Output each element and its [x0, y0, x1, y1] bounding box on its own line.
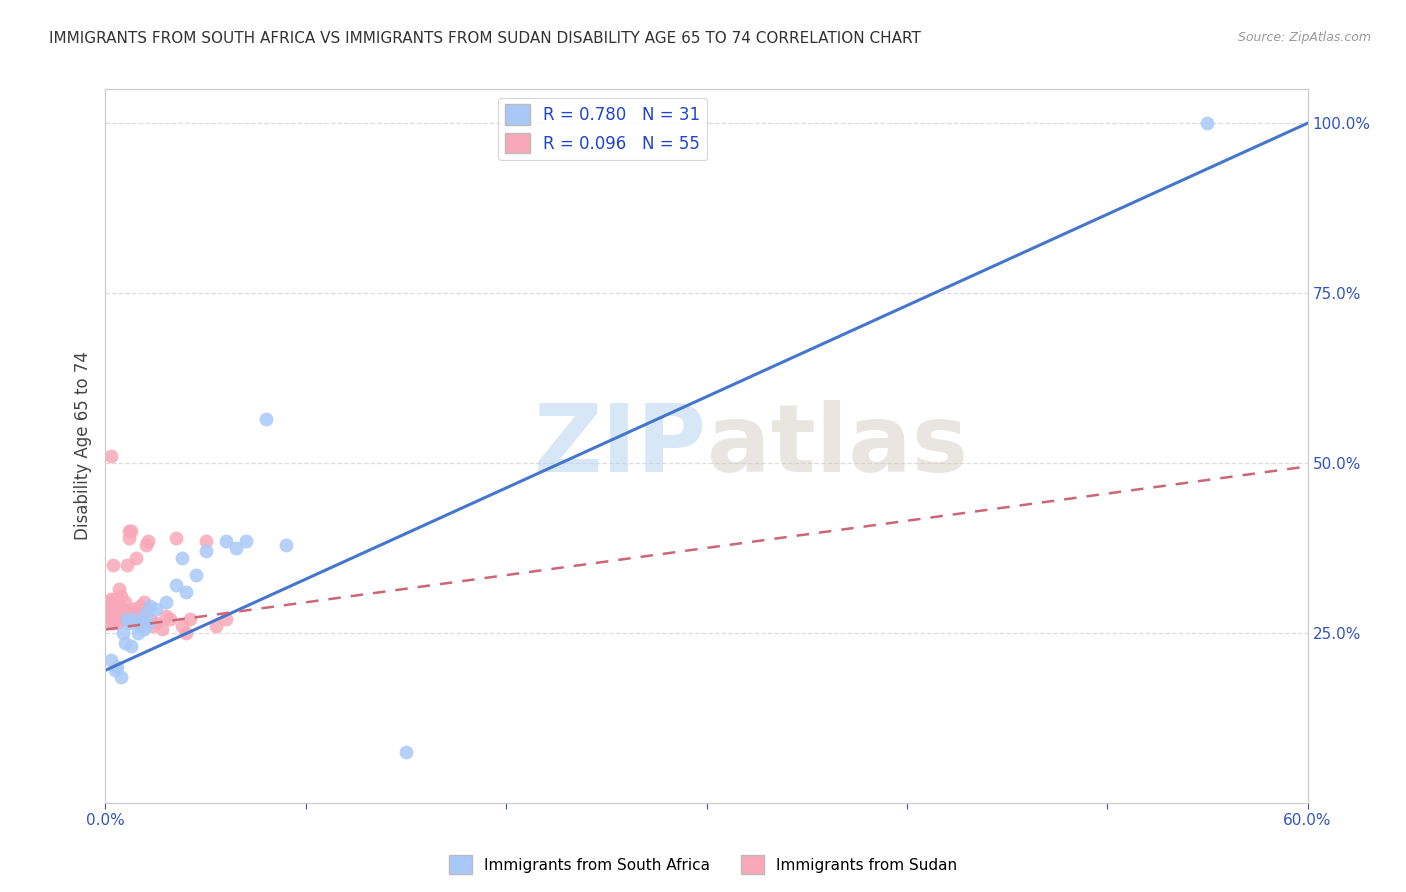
- Point: [122, 602, 145, 616]
- Point: [107, 606, 129, 620]
- Point: [121, 524, 143, 538]
- Point: [107, 591, 129, 606]
- Point: [117, 606, 139, 620]
- Point: [135, 602, 157, 616]
- Point: [128, 599, 150, 613]
- Point: [165, 531, 187, 545]
- Point: [100, 449, 122, 463]
- Point: [98, 612, 121, 626]
- Point: [118, 615, 141, 630]
- Point: [104, 602, 127, 616]
- Text: atlas: atlas: [707, 400, 967, 492]
- Point: [112, 626, 135, 640]
- Point: [104, 591, 127, 606]
- Point: [127, 626, 149, 640]
- Point: [104, 663, 127, 677]
- Point: [194, 534, 217, 549]
- Point: [127, 602, 149, 616]
- Point: [103, 558, 125, 572]
- Point: [194, 544, 217, 558]
- Point: [98, 602, 121, 616]
- Point: [112, 602, 135, 616]
- Point: [235, 534, 257, 549]
- Point: [110, 612, 132, 626]
- Point: [155, 608, 177, 623]
- Point: [204, 619, 226, 633]
- Point: [124, 551, 146, 566]
- Point: [124, 606, 146, 620]
- Y-axis label: Disability Age 65 to 74: Disability Age 65 to 74: [73, 351, 91, 541]
- Point: [395, 745, 418, 759]
- Point: [100, 615, 122, 630]
- Point: [110, 670, 132, 684]
- Point: [138, 612, 160, 626]
- Point: [135, 606, 157, 620]
- Point: [121, 640, 143, 654]
- Point: [124, 612, 146, 626]
- Point: [138, 599, 160, 613]
- Point: [170, 551, 193, 566]
- Point: [114, 606, 136, 620]
- Point: [96, 595, 118, 609]
- Point: [274, 537, 297, 551]
- Point: [150, 623, 173, 637]
- Point: [118, 524, 141, 538]
- Point: [132, 595, 155, 609]
- Point: [254, 412, 277, 426]
- Point: [96, 606, 118, 620]
- Point: [141, 619, 163, 633]
- Point: [214, 612, 236, 626]
- Point: [184, 568, 207, 582]
- Point: [155, 595, 177, 609]
- Point: [174, 626, 197, 640]
- Point: [112, 612, 135, 626]
- Point: [170, 619, 193, 633]
- Point: [136, 615, 159, 630]
- Point: [165, 578, 187, 592]
- Point: [110, 606, 132, 620]
- Point: [131, 606, 153, 620]
- Point: [128, 619, 150, 633]
- Point: [136, 534, 159, 549]
- Point: [108, 582, 131, 596]
- Point: [145, 602, 167, 616]
- Point: [100, 653, 122, 667]
- Point: [103, 615, 125, 630]
- Point: [135, 537, 157, 551]
- Text: ZIP: ZIP: [534, 400, 707, 492]
- Point: [114, 595, 136, 609]
- Legend: Immigrants from South Africa, Immigrants from Sudan: Immigrants from South Africa, Immigrants…: [443, 849, 963, 880]
- Point: [179, 612, 201, 626]
- Point: [103, 599, 125, 613]
- Point: [174, 585, 197, 599]
- Point: [214, 534, 236, 549]
- Point: [225, 541, 247, 555]
- Point: [110, 589, 132, 603]
- Point: [114, 636, 136, 650]
- Point: [108, 602, 131, 616]
- Legend: R = 0.780   N = 31, R = 0.096   N = 55: R = 0.780 N = 31, R = 0.096 N = 55: [499, 97, 707, 160]
- Point: [117, 558, 139, 572]
- Point: [108, 608, 131, 623]
- Point: [107, 660, 129, 674]
- Point: [121, 606, 143, 620]
- Point: [131, 615, 153, 630]
- Point: [1197, 116, 1219, 130]
- Point: [107, 615, 129, 630]
- Point: [145, 615, 167, 630]
- Point: [118, 531, 141, 545]
- Point: [159, 612, 181, 626]
- Text: Source: ZipAtlas.com: Source: ZipAtlas.com: [1237, 31, 1371, 45]
- Point: [100, 591, 122, 606]
- Text: IMMIGRANTS FROM SOUTH AFRICA VS IMMIGRANTS FROM SUDAN DISABILITY AGE 65 TO 74 CO: IMMIGRANTS FROM SOUTH AFRICA VS IMMIGRAN…: [49, 31, 921, 46]
- Point: [104, 612, 127, 626]
- Point: [132, 623, 155, 637]
- Point: [117, 612, 139, 626]
